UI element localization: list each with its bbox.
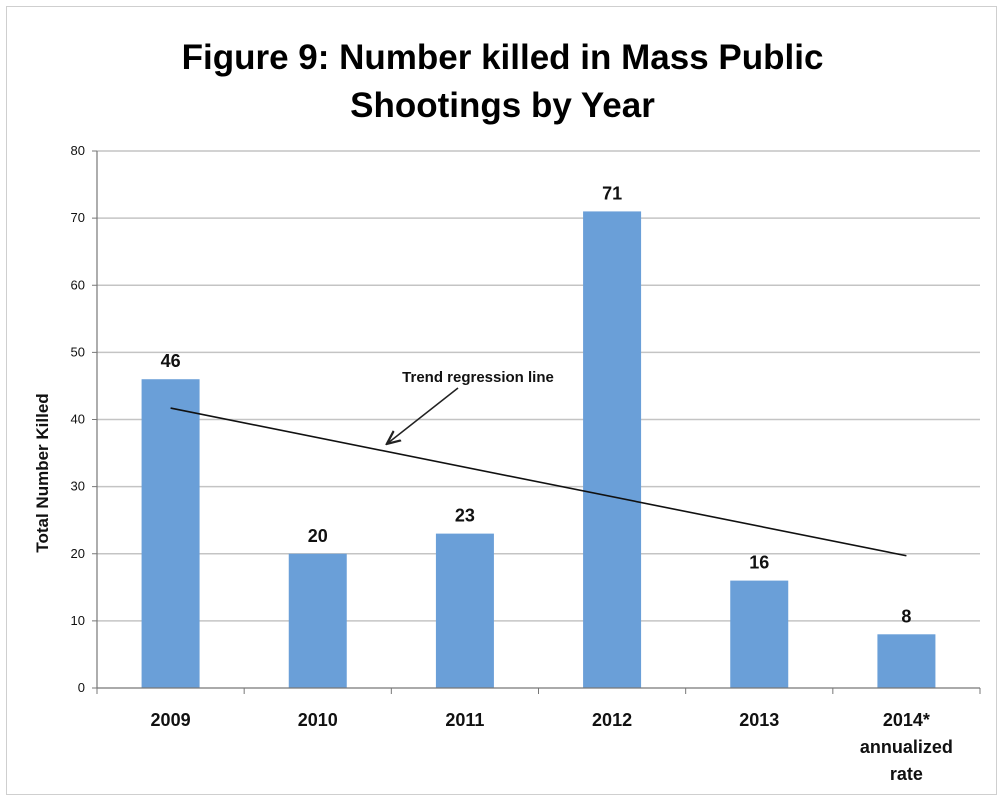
y-tick-label: 30 (71, 479, 85, 494)
y-tick-label: 0 (78, 680, 85, 695)
chart-frame (6, 6, 997, 795)
x-tick-label: 2010 (298, 710, 338, 730)
x-tick-label: 2011 (445, 710, 484, 730)
annotation-arrow (388, 387, 459, 443)
data-label: 71 (602, 183, 622, 203)
chart-title-line2: Shootings by Year (350, 86, 655, 125)
data-label: 23 (455, 506, 475, 526)
y-tick-label: 10 (71, 613, 85, 628)
trend-annotation: Trend regression line (402, 369, 554, 386)
x-tick-label: 2012 (592, 710, 632, 730)
data-label: 8 (901, 606, 911, 626)
x-tick-label: annualized (860, 737, 953, 757)
data-label: 16 (749, 553, 769, 573)
bar (141, 379, 200, 688)
data-label: 46 (161, 351, 181, 371)
data-label: 20 (308, 526, 328, 546)
bar (877, 634, 936, 688)
y-tick-label: 40 (71, 412, 85, 427)
y-tick-label: 80 (71, 143, 85, 158)
y-tick-label: 70 (71, 210, 85, 225)
x-tick-label: 2013 (739, 710, 779, 730)
bar (583, 211, 642, 688)
trend-regression-line (170, 407, 907, 557)
chart-title-line1: Figure 9: Number killed in Mass Public (181, 38, 824, 77)
bar (435, 533, 494, 688)
y-axis-label: Total Number Killed (33, 393, 52, 552)
x-tick-label: 2014* (883, 710, 930, 730)
bar (730, 580, 789, 688)
bar (288, 553, 347, 688)
x-tick-label: rate (890, 764, 923, 784)
y-tick-label: 50 (71, 344, 85, 359)
chart-title: Figure 9: Number killed in Mass Public S… (0, 34, 1005, 130)
y-tick-label: 20 (71, 546, 85, 561)
y-tick-label: 60 (71, 277, 85, 292)
x-tick-label: 2009 (151, 710, 191, 730)
